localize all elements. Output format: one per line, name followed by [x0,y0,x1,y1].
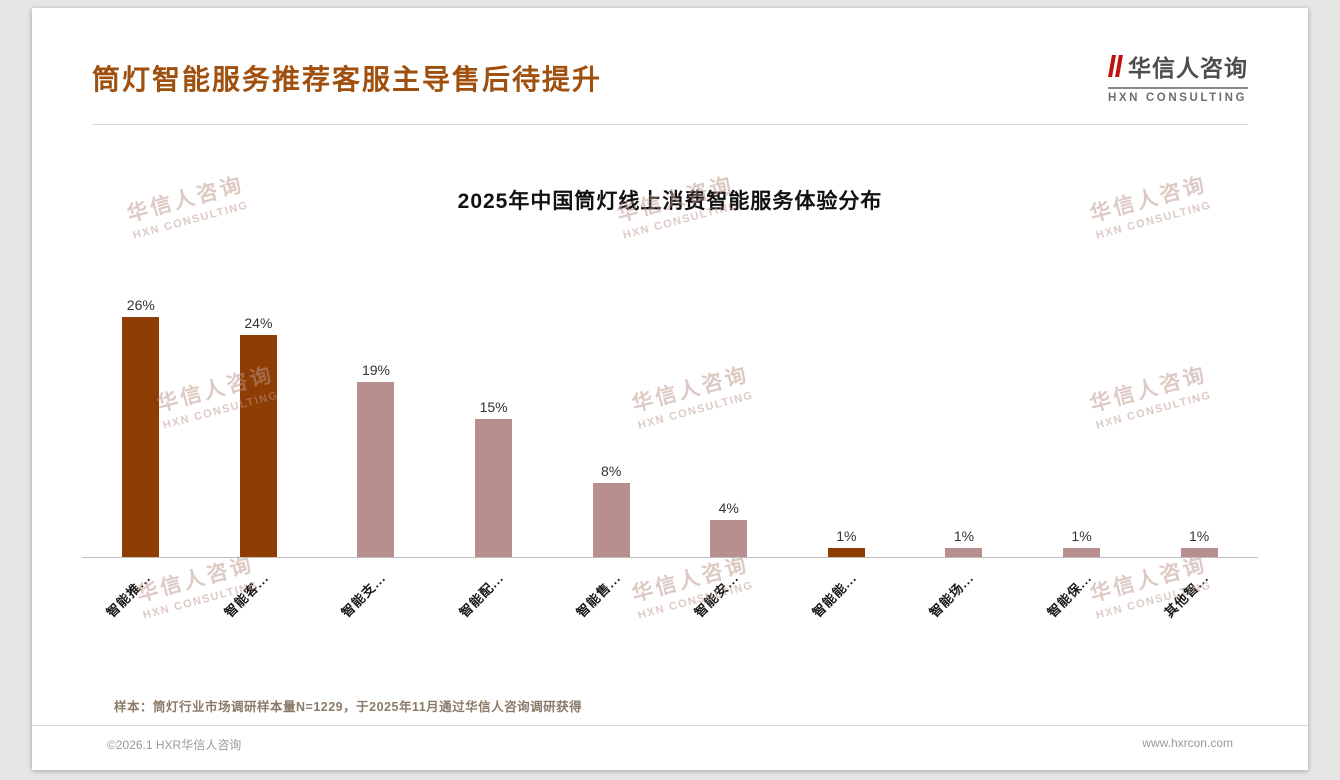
logo-top: 华信人咨询 [1108,49,1248,83]
bar [357,381,395,557]
bar [827,547,865,557]
bar-column: 1% [788,295,906,557]
x-axis-label-text: 智能客... [221,570,272,621]
bars-area: 26% 24% 19% 15% 8% 4% 1% 1% 1% 1% [82,295,1258,557]
x-axis-label: 智能保... [1023,558,1141,676]
bar-column: 4% [670,295,788,557]
logo-icon [1108,54,1123,78]
footer-copyright: ©2026.1 HXR华信人咨询 [107,738,242,752]
x-axis-label-text: 智能售... [573,570,624,621]
bar [1180,547,1218,557]
bar-value-label: 1% [953,527,975,544]
company-logo: 华信人咨询 HXN CONSULTING [1108,49,1248,104]
header: 筒灯智能服务推荐客服主导售后待提升 华信人咨询 HXN CONSULTING [32,8,1308,104]
page-title: 筒灯智能服务推荐客服主导售后待提升 [92,64,603,95]
bar-value-label: 24% [244,315,273,332]
bar-column: 1% [1140,295,1258,557]
logo-name: 华信人咨询 [1128,55,1248,81]
chart-title: 2025年中国筒灯线上消费智能服务体验分布 [457,190,883,213]
sample-footnote: 样本：筒灯行业市场调研样本量N=1229，于2025年11月通过华信人咨询调研获… [114,700,583,714]
bar [1063,547,1101,557]
x-axis-label: 智能能... [788,558,906,676]
bar [239,335,277,557]
report-card: 华信人咨询 HXN CONSULTING 华信人咨询 HXN CONSULTIN… [32,8,1308,770]
bar [122,317,160,557]
bar-value-label: 19% [361,361,390,378]
bar-value-label: 1% [836,527,857,544]
bar-chart: 26% 24% 19% 15% 8% 4% 1% 1% 1% 1% 智能推... 智能客... 智能支… [82,295,1258,676]
x-axis-label-text: 智能场... [926,570,977,621]
x-axis-label: 智能配... [435,558,553,676]
bar [710,520,748,557]
footer: ©2026.1 HXR华信人咨询 www.hxrcon.com [107,736,1233,753]
bar-column: 26% [82,295,200,557]
header-divider [92,124,1248,125]
bar-column: 15% [435,295,553,557]
x-axis-label-text: 智能推... [103,570,154,621]
x-axis-label-text: 智能保... [1044,570,1095,621]
x-axis-label: 其他智... [1140,558,1258,676]
x-axis-label-text: 智能配... [456,570,507,621]
bar-value-label: 1% [1189,527,1210,544]
x-axis-label-text: 智能支... [338,570,389,621]
bar-column: 1% [905,295,1023,557]
bar-value-label: 4% [718,500,739,517]
x-axis-line [82,557,1258,558]
x-axis-label: 智能推... [82,558,200,676]
bar-column: 24% [200,295,318,557]
x-axis-labels: 智能推... 智能客... 智能支... 智能配... 智能售... 智能安... 智能能.… [82,558,1258,676]
footer-divider [32,725,1308,726]
x-axis-label: 智能售... [552,558,670,676]
bar-column: 1% [1023,295,1141,557]
bar [475,418,513,557]
x-axis-label: 智能客... [200,558,318,676]
bar-value-label: 15% [479,398,508,415]
bar [592,483,630,557]
bar-value-label: 26% [126,297,155,313]
logo-subtitle: HXN CONSULTING [1108,87,1248,104]
bar-column: 8% [552,295,670,557]
x-axis-label-text: 智能安... [691,570,742,621]
x-axis-label-text: 其他智... [1161,570,1212,621]
x-axis-label-text: 智能能... [808,570,860,621]
bar-value-label: 8% [601,463,622,480]
x-axis-label: 智能安... [670,558,788,676]
x-axis-label: 智能支... [317,558,435,676]
bar-column: 19% [317,295,435,557]
bar-value-label: 1% [1071,527,1092,544]
footer-url: www.hxrcon.com [1142,736,1233,750]
x-axis-label: 智能场... [905,558,1023,676]
bar [945,547,983,557]
